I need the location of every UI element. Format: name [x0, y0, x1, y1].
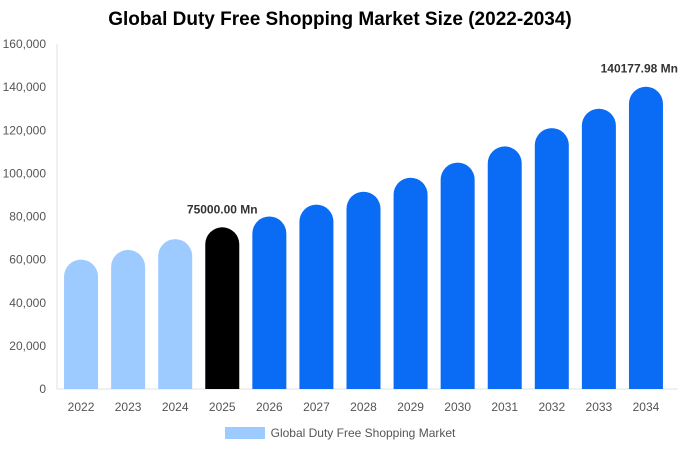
bar-2027[interactable]: [299, 204, 334, 389]
y-tick-label: 80,000: [9, 210, 46, 224]
x-tick-label: 2025: [209, 400, 236, 414]
y-tick-label: 0: [39, 382, 46, 396]
x-tick-label: 2029: [397, 400, 424, 414]
data-label: 140177.98 Mn: [601, 62, 678, 76]
x-tick-label: 2027: [303, 400, 330, 414]
x-tick-label: 2032: [538, 400, 565, 414]
x-tick-label: 2030: [444, 400, 471, 414]
x-tick-label: 2023: [115, 400, 142, 414]
bar-2033[interactable]: [581, 108, 616, 389]
legend-swatch: [224, 427, 265, 439]
bar-2030[interactable]: [440, 162, 475, 389]
x-tick-label: 2033: [586, 400, 613, 414]
x-tick-label: 2026: [256, 400, 283, 414]
bar-2031[interactable]: [487, 146, 522, 389]
x-tick-label: 2028: [350, 400, 377, 414]
legend[interactable]: Global Duty Free Shopping Market: [0, 426, 680, 440]
bar-2032[interactable]: [534, 128, 569, 389]
y-tick-label: 20,000: [9, 339, 46, 353]
y-tick-label: 140,000: [3, 80, 47, 94]
y-tick-label: 100,000: [3, 166, 47, 180]
x-tick-label: 2022: [68, 400, 95, 414]
bar-2026[interactable]: [252, 216, 287, 389]
y-tick-label: 160,000: [3, 37, 47, 51]
y-tick-label: 60,000: [9, 253, 46, 267]
bar-2028[interactable]: [346, 191, 381, 389]
legend-label: Global Duty Free Shopping Market: [270, 426, 456, 440]
bar-2023[interactable]: [111, 249, 146, 389]
bar-2034[interactable]: [628, 86, 663, 389]
bar-2025[interactable]: [205, 227, 240, 389]
data-label: 75000.00 Mn: [187, 202, 258, 216]
bar-2024[interactable]: [158, 239, 193, 389]
bar-2022[interactable]: [64, 259, 99, 389]
chart-title: Global Duty Free Shopping Market Size (2…: [108, 9, 572, 30]
bar-2029[interactable]: [393, 177, 428, 389]
y-tick-label: 120,000: [3, 123, 47, 137]
x-tick-label: 2031: [491, 400, 518, 414]
x-tick-label: 2024: [162, 400, 189, 414]
x-tick-label: 2034: [633, 400, 660, 414]
y-tick-label: 40,000: [9, 296, 46, 310]
